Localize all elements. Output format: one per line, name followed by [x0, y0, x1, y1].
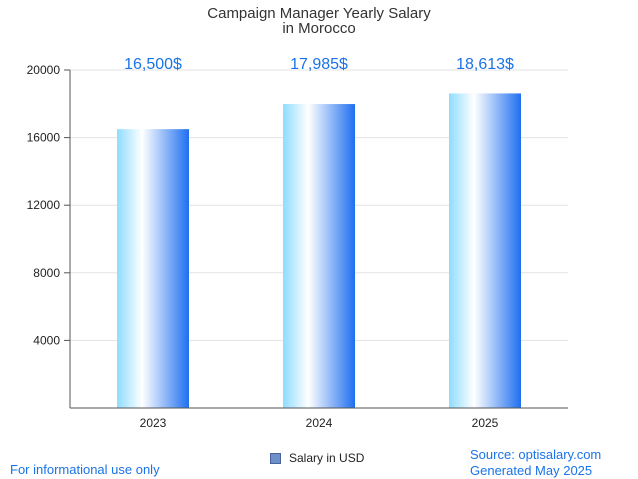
source-link[interactable]: Source: optisalary.com — [470, 447, 602, 462]
x-tick-label: 2023 — [140, 416, 167, 430]
generated-date: Generated May 2025 — [470, 463, 593, 478]
data-label-2023: 16,500$ — [124, 56, 182, 73]
bar-2023 — [117, 129, 189, 408]
legend: Salary in USD — [262, 447, 373, 469]
x-tick-label: 2025 — [472, 416, 499, 430]
y-tick-label: 4000 — [33, 333, 60, 347]
y-tick-label: 12000 — [27, 198, 61, 212]
axes: 4000 8000 12000 16000 20000 2023 2024 2025 — [27, 63, 568, 430]
y-tick-label: 16000 — [27, 131, 61, 145]
x-tick-label: 2024 — [306, 416, 333, 430]
y-tick-label: 20000 — [27, 63, 61, 77]
bar-2024 — [283, 104, 355, 408]
data-label-2024: 17,985$ — [290, 56, 348, 73]
y-tick-label: 8000 — [33, 266, 60, 280]
bars — [117, 93, 521, 408]
source-block: Source: optisalary.com Generated May 202… — [470, 447, 601, 479]
data-label-2025: 18,613$ — [456, 56, 514, 73]
chart-title-line-2: in Morocco — [282, 20, 355, 37]
legend-swatch — [270, 452, 281, 464]
data-labels: 16,500$ 17,985$ 18,613$ — [124, 56, 514, 73]
chart-title-line-1: Campaign Manager Yearly Salary — [207, 5, 431, 22]
legend-label: Salary in USD — [289, 451, 365, 465]
disclaimer-text: For informational use only — [10, 462, 160, 477]
bar-2025 — [449, 93, 521, 408]
